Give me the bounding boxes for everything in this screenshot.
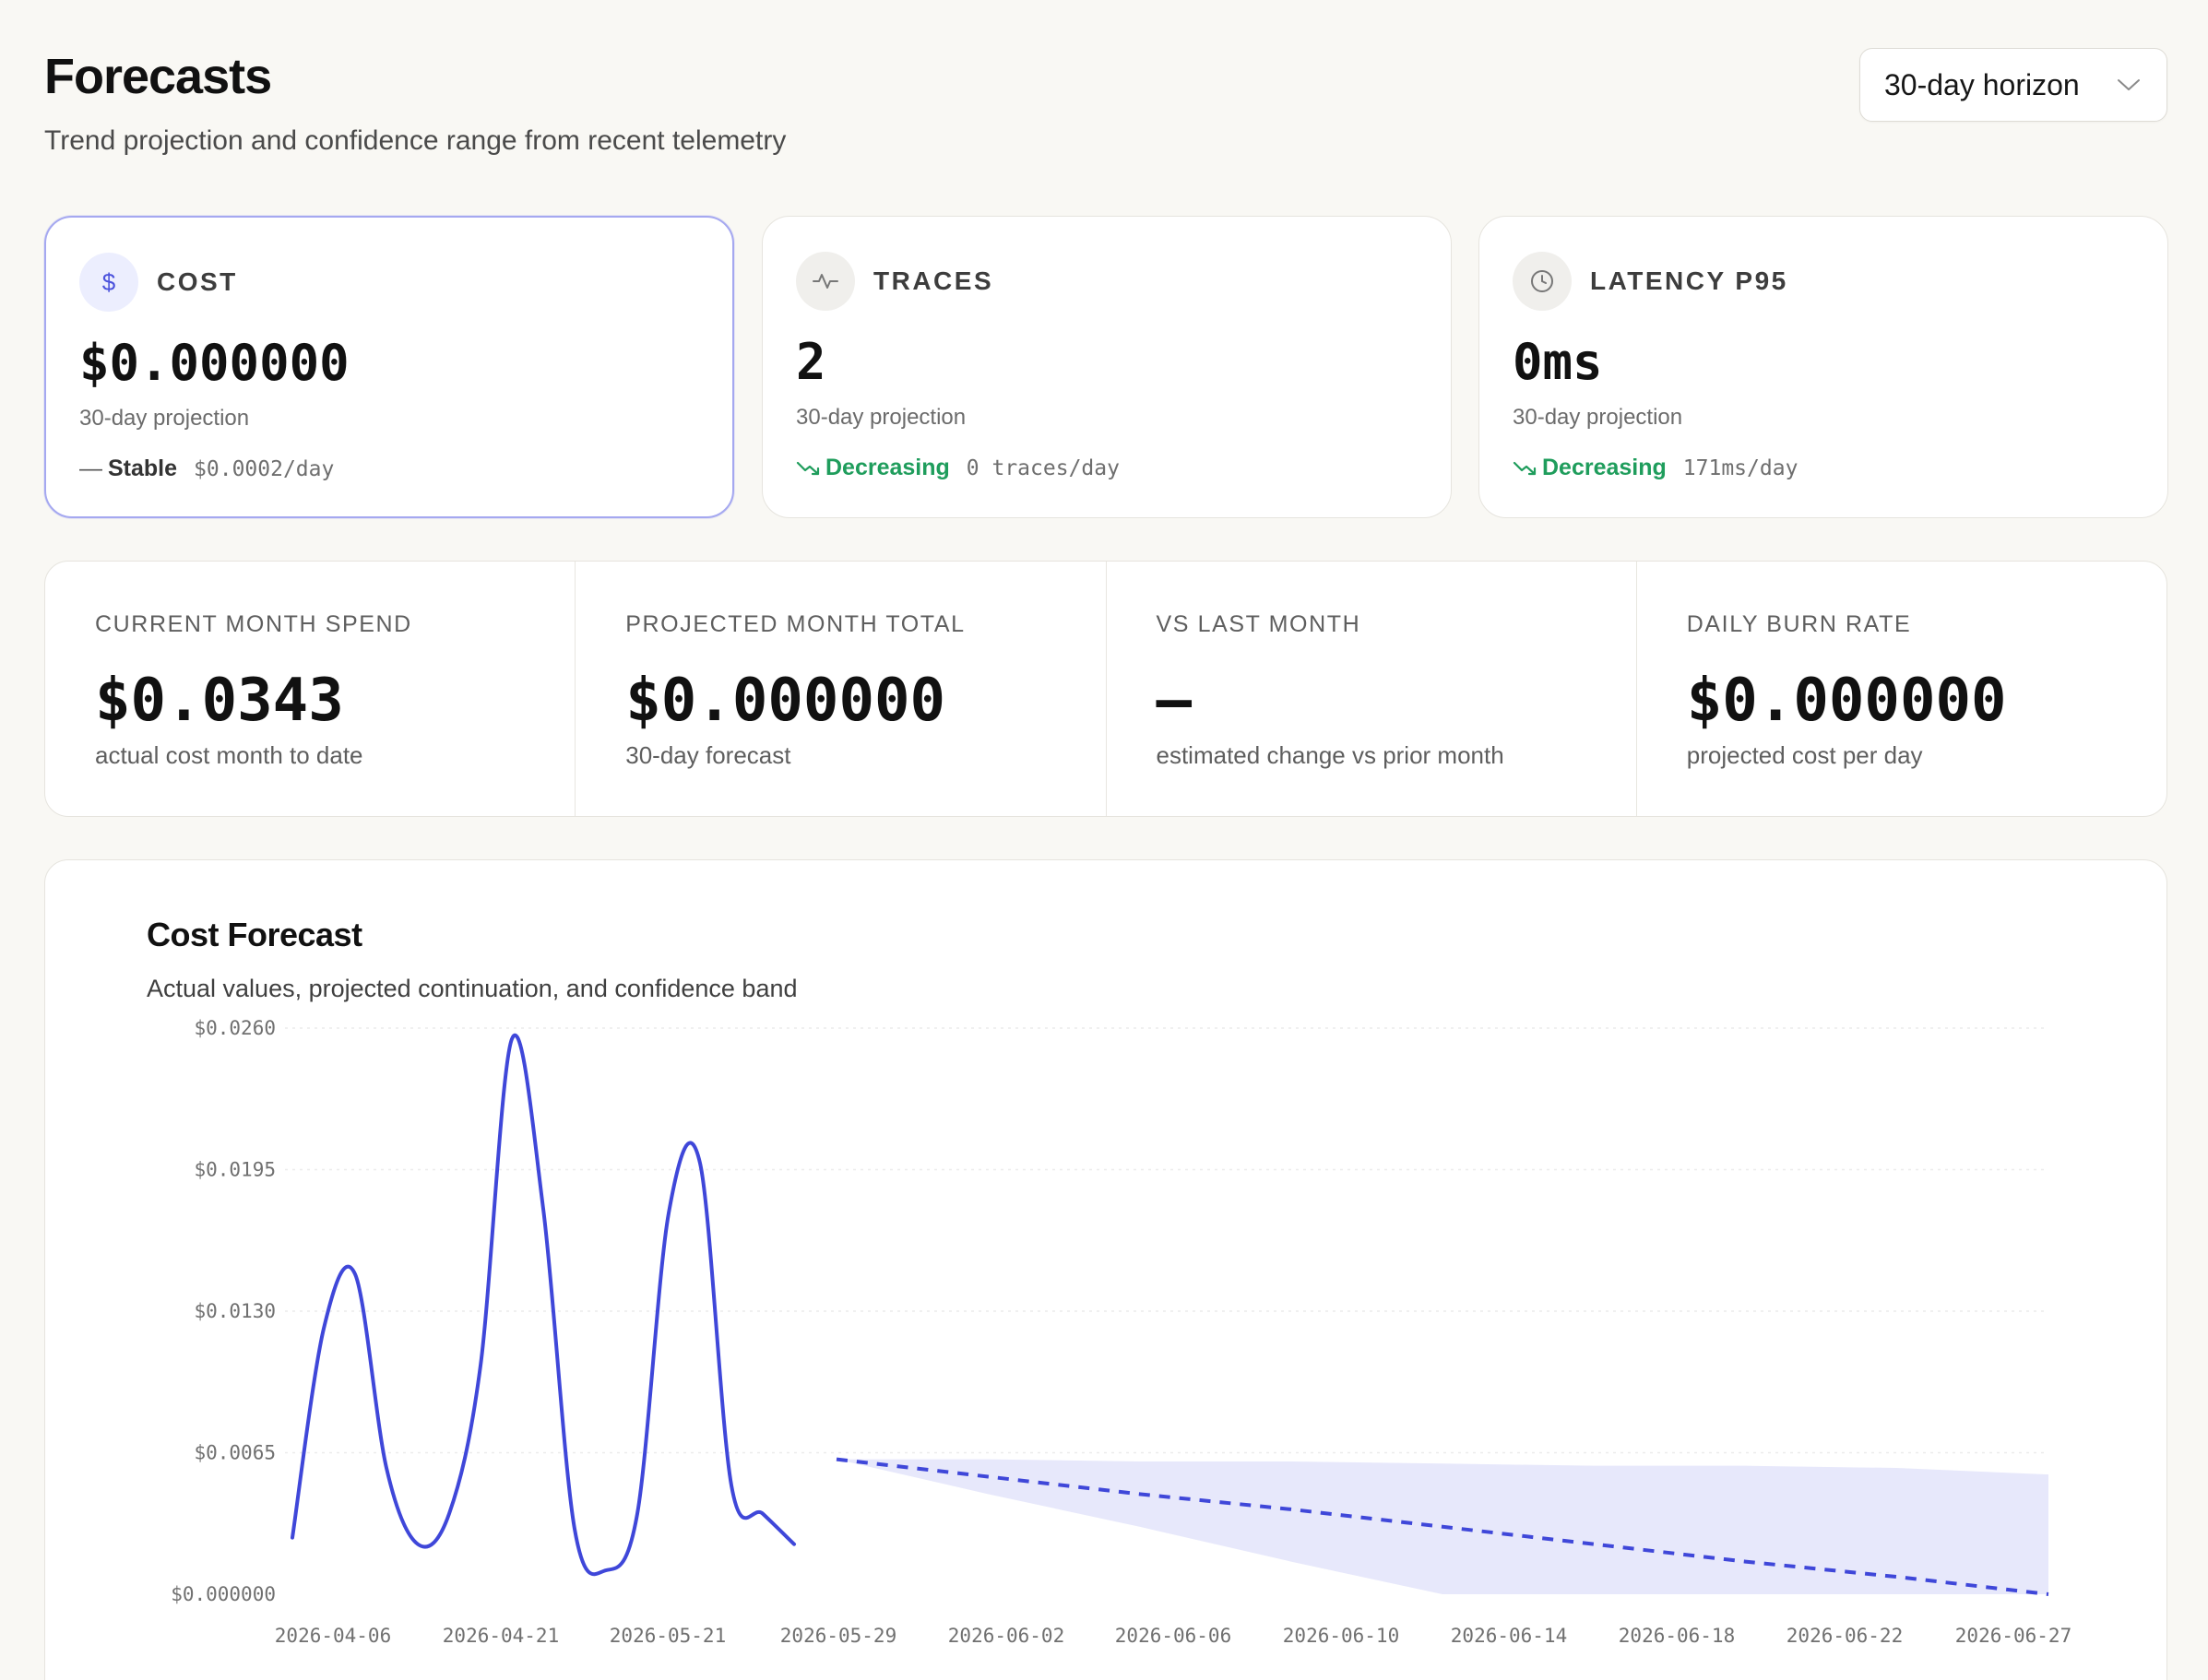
x-tick-label: 2026-04-21	[443, 1625, 559, 1647]
x-tick-label: 2026-06-27	[1955, 1625, 2071, 1647]
metric-subtext: 30-day projection	[1513, 405, 1683, 430]
x-tick-label: 2026-06-02	[948, 1625, 1064, 1647]
stat-value: $0.000000	[625, 667, 946, 735]
stat-description: estimated change vs prior month	[1156, 741, 1504, 769]
metric-value: $0.000000	[79, 334, 350, 392]
stat-label: VS LAST MONTH	[1156, 611, 1361, 637]
y-tick-label: $0.000000	[171, 1583, 276, 1605]
metric-name: COST	[157, 267, 238, 296]
summary-stats: CURRENT MONTH SPEND $0.0343 actual cost …	[44, 561, 2167, 817]
metric-value: 2	[796, 333, 826, 391]
cost-forecast-chart: $0.000000 $0.0065 $0.0130 $0.0195 $0.0260 202…	[171, 1017, 2071, 1647]
stat-value: $0.0343	[95, 667, 344, 735]
stat-description: projected cost per day	[1686, 741, 1923, 769]
metric-card-cost[interactable]: $ COST $0.000000 30-day projection — Sta…	[44, 216, 734, 518]
trend-label: Decreasing	[796, 455, 950, 481]
forecast-line	[836, 1457, 2049, 1596]
stat-description: actual cost month to date	[95, 741, 363, 769]
y-tick-label: $0.0130	[194, 1300, 276, 1322]
svg-text:$: $	[102, 268, 116, 296]
x-tick-label: 2026-06-06	[1115, 1625, 1231, 1647]
metric-card-traces[interactable]: TRACES 2 30-day projection Decreasing 0 …	[762, 216, 1452, 518]
stat-label: CURRENT MONTH SPEND	[95, 611, 412, 637]
x-tick-label: 2026-06-18	[1619, 1625, 1735, 1647]
metric-subtext: 30-day projection	[796, 405, 967, 430]
page-title: Forecasts	[44, 49, 272, 104]
metric-subtext: 30-day projection	[79, 406, 250, 431]
stat-description: 30-day forecast	[625, 741, 791, 769]
metric-value: 0ms	[1513, 333, 1603, 391]
x-tick-label: 2026-04-06	[275, 1625, 391, 1647]
trending-down-icon	[796, 461, 820, 475]
trend-label: — Stable	[79, 455, 178, 481]
stat-label: PROJECTED MONTH TOTAL	[625, 611, 966, 637]
chart-subtitle: Actual values, projected continuation, a…	[147, 975, 798, 1002]
dollar-icon: $	[79, 253, 138, 312]
horizon-select[interactable]: 30-day horizon	[1859, 48, 2167, 122]
y-tick-label: $0.0065	[194, 1442, 276, 1464]
x-tick-label: 2026-06-22	[1787, 1625, 1903, 1647]
trend-rate: 171ms/day	[1682, 455, 1798, 480]
stat-current-month-spend: CURRENT MONTH SPEND $0.0343 actual cost …	[45, 562, 576, 816]
actual-cost-line	[291, 1033, 796, 1577]
x-tick-label: 2026-06-14	[1451, 1625, 1567, 1647]
cost-forecast-card: Cost Forecast Actual values, projected c…	[44, 859, 2167, 1680]
stat-projected-month-total: PROJECTED MONTH TOTAL $0.000000 30-day f…	[576, 562, 1107, 816]
trend-rate: 0 traces/day	[966, 455, 1120, 480]
y-tick-label: $0.0260	[194, 1017, 276, 1039]
x-tick-label: 2026-06-10	[1283, 1625, 1399, 1647]
trend-rate: $0.0002/day	[194, 456, 335, 481]
stat-daily-burn-rate: DAILY BURN RATE $0.000000 projected cost…	[1637, 562, 2166, 816]
metric-name: LATENCY P95	[1590, 266, 1788, 295]
y-tick-label: $0.0195	[194, 1159, 276, 1181]
x-tick-label: 2026-05-21	[610, 1625, 726, 1647]
trending-down-icon	[1513, 461, 1537, 475]
stat-value: –	[1156, 667, 1193, 735]
clock-icon	[1513, 252, 1572, 311]
stat-value: $0.000000	[1686, 667, 2007, 735]
trend-label: Decreasing	[1513, 455, 1667, 481]
stat-vs-last-month: VS LAST MONTH – estimated change vs prio…	[1107, 562, 1637, 816]
chevron-down-icon	[2115, 71, 2143, 99]
chart-title: Cost Forecast	[147, 916, 362, 953]
dash-icon: —	[79, 455, 102, 481]
stat-label: DAILY BURN RATE	[1686, 611, 1912, 637]
horizon-select-value: 30-day horizon	[1884, 67, 2080, 101]
metric-name: TRACES	[873, 266, 994, 295]
metric-card-latency[interactable]: LATENCY P95 0ms 30-day projection Decrea…	[1478, 216, 2168, 518]
page-subtitle: Trend projection and confidence range fr…	[44, 125, 787, 156]
x-tick-label: 2026-05-29	[780, 1625, 896, 1647]
activity-icon	[796, 252, 855, 311]
